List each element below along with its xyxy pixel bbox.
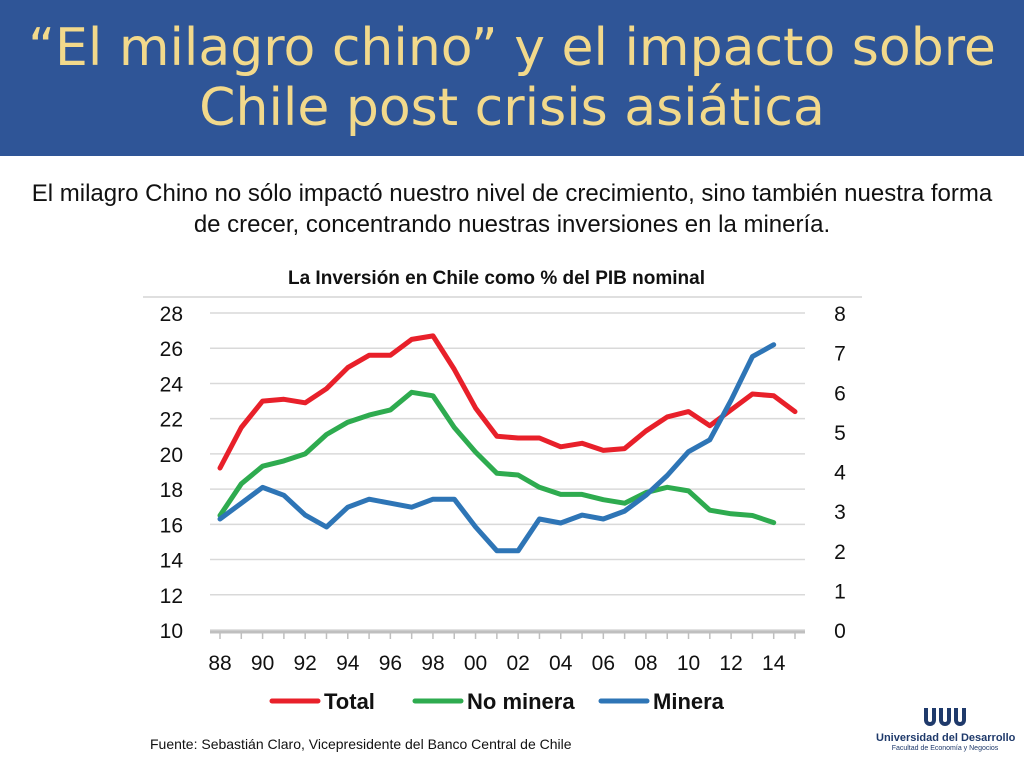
y-right-tick-label: 5: [834, 422, 846, 445]
y-right-tick-label: 3: [834, 501, 846, 524]
series-line-minera: [217, 342, 777, 554]
x-tick-label: 14: [762, 652, 786, 675]
y-left-tick-label: 12: [160, 585, 183, 608]
x-tick-label: 12: [719, 652, 742, 675]
y-left-tick-label: 16: [160, 514, 183, 537]
y-left-tick-label: 10: [160, 620, 183, 643]
y-right-tick-label: 2: [834, 541, 846, 564]
x-tick-label: 92: [294, 652, 317, 675]
y-left-tick-label: 22: [160, 409, 183, 432]
x-tick-label: 10: [677, 652, 700, 675]
series-line-no-minera: [217, 389, 777, 526]
x-tick-label: 90: [251, 652, 274, 675]
x-tick-label: 08: [634, 652, 657, 675]
x-tick-label: 88: [208, 652, 231, 675]
y-left-tick-label: 24: [160, 373, 184, 396]
udd-mark-icon: [876, 708, 1014, 730]
y-left-tick-label: 14: [160, 550, 184, 573]
y-left-tick-label: 26: [160, 338, 183, 361]
legend-label: Total: [324, 689, 375, 714]
y-right-tick-label: 0: [834, 620, 846, 643]
title-band: “El milagro chino” y el impacto sobre Ch…: [0, 0, 1024, 156]
x-tick-label: 02: [506, 652, 529, 675]
university-logo: Universidad del Desarrollo Facultad de E…: [876, 708, 1016, 758]
legend-label: Minera: [653, 689, 725, 714]
series-line-total: [217, 333, 798, 471]
logo-faculty: Facultad de Economía y Negocios: [891, 745, 999, 752]
y-right-tick-label: 7: [834, 343, 846, 366]
slide-title: “El milagro chino” y el impacto sobre Ch…: [28, 18, 996, 138]
source-note: Fuente: Sebastián Claro, Vicepresidente …: [150, 736, 572, 752]
y-right-tick-label: 6: [834, 382, 846, 405]
y-right-tick-label: 8: [834, 303, 846, 326]
y-left-tick-label: 28: [160, 303, 183, 326]
x-tick-label: 04: [549, 652, 573, 675]
chart-title: La Inversión en Chile como % del PIB nom…: [287, 268, 706, 289]
x-tick-label: 94: [336, 652, 360, 675]
x-tick-label: 06: [592, 652, 615, 675]
y-right-tick-label: 1: [834, 580, 846, 603]
logo-name: Universidad del Desarrollo: [876, 732, 1016, 744]
legend-label: No minera: [467, 689, 575, 714]
y-right-tick-label: 4: [834, 462, 846, 485]
y-left-tick-label: 18: [160, 479, 183, 502]
x-tick-label: 00: [464, 652, 487, 675]
y-left-tick-label: 20: [160, 444, 183, 467]
slide-subtitle: El milagro Chino no sólo impactó nuestro…: [31, 180, 993, 238]
x-tick-label: 98: [421, 652, 444, 675]
x-tick-label: 96: [379, 652, 402, 675]
